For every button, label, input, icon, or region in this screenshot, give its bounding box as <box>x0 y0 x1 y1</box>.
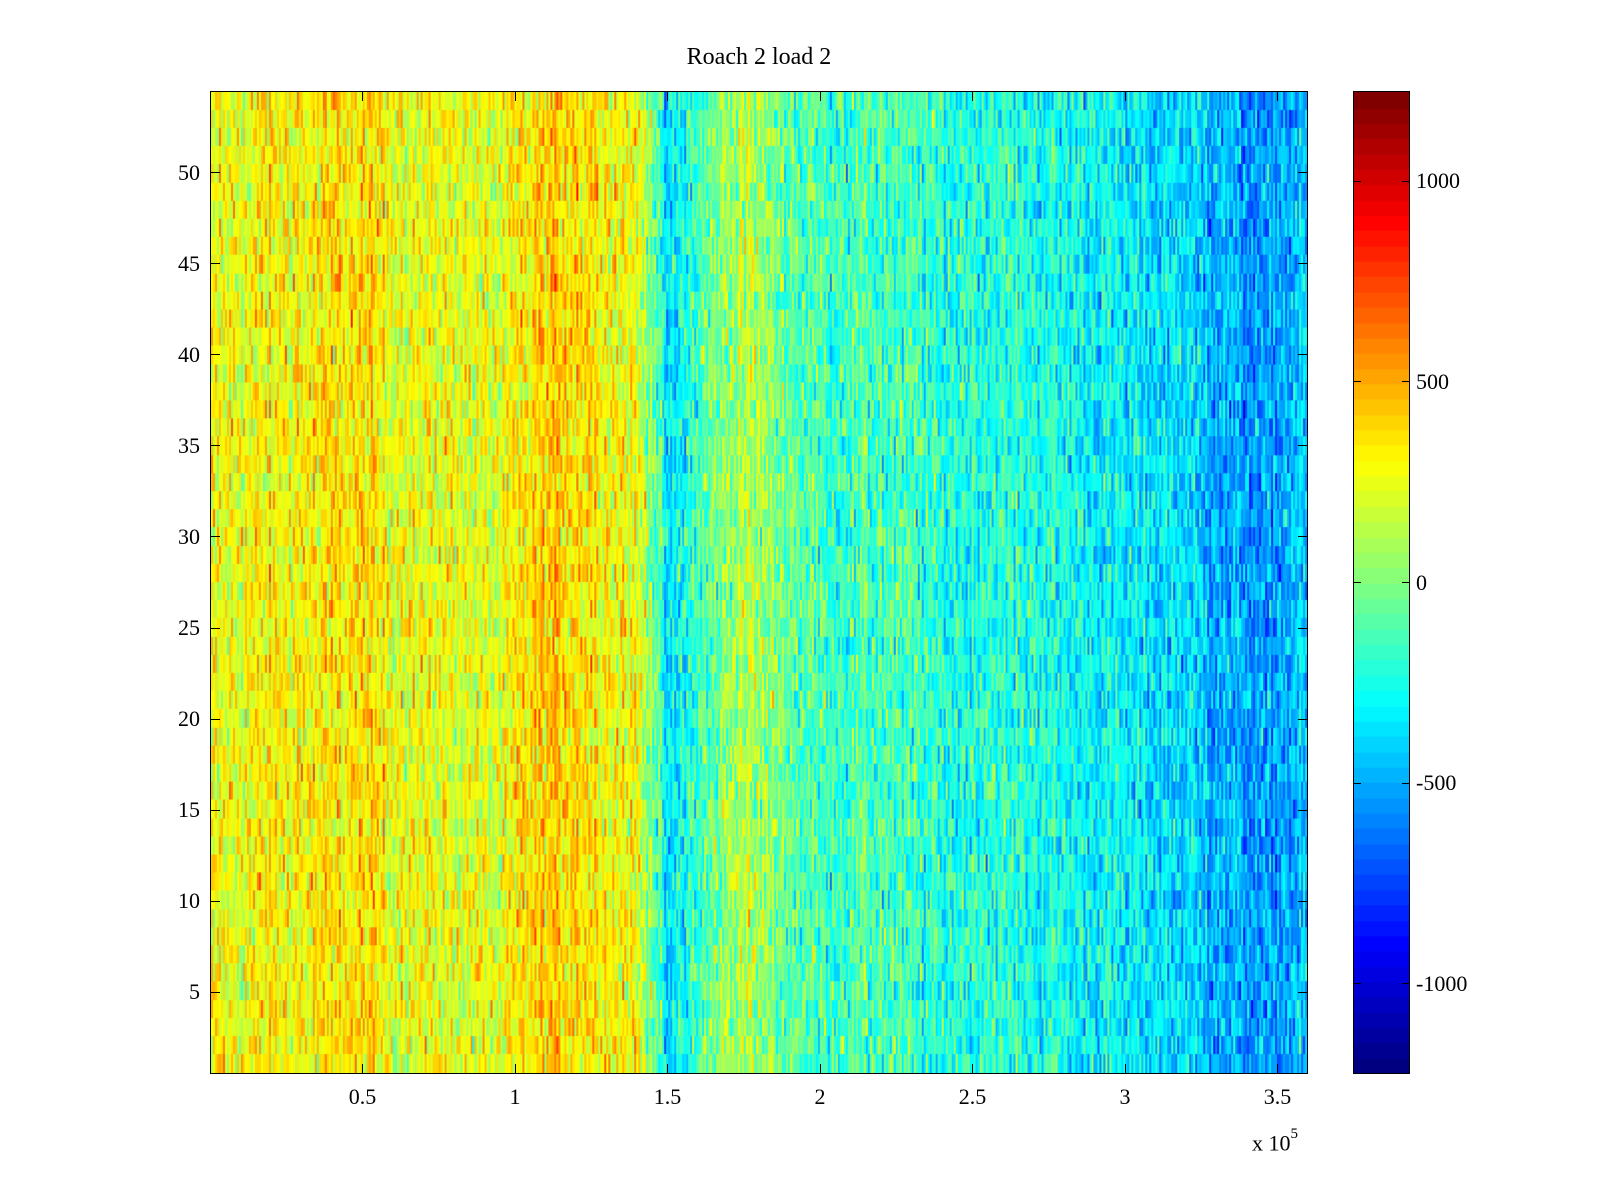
y-tick-mark <box>210 536 220 538</box>
colorbar-tick-mark <box>1402 582 1410 583</box>
x-tick-mark <box>514 1064 516 1074</box>
colorbar-tick-mark-left <box>1353 782 1361 784</box>
x-tick-mark-top <box>972 91 973 101</box>
x-multiplier-base: x 10 <box>1252 1130 1291 1156</box>
x-axis-multiplier: x 105 <box>1252 1126 1298 1156</box>
colorbar-tick-mark <box>1402 180 1410 182</box>
y-tick-mark-right <box>1298 536 1308 538</box>
y-tick-label: 15 <box>178 797 200 823</box>
heatmap-cells <box>211 92 1307 1073</box>
x-tick-mark-top <box>667 91 668 101</box>
y-tick-mark <box>210 354 220 356</box>
y-tick-mark-right <box>1298 354 1308 356</box>
x-tick-label: 0.5 <box>348 1084 377 1109</box>
x-tick-label: 2 <box>814 1084 826 1109</box>
x-tick-label: 3.5 <box>1263 1084 1292 1109</box>
x-tick-mark <box>362 1064 363 1074</box>
y-tick-mark <box>210 718 220 720</box>
x-tick-label: 2.5 <box>958 1084 987 1109</box>
x-multiplier-exponent: 5 <box>1290 1126 1299 1142</box>
y-tick-mark <box>210 809 220 811</box>
heatmap-plot-area <box>210 91 1308 1074</box>
colorbar-tick-mark <box>1402 983 1410 985</box>
x-tick-mark-top <box>1124 91 1126 101</box>
colorbar-gradient <box>1354 92 1409 1073</box>
y-tick-mark-right <box>1298 627 1308 629</box>
y-tick-mark <box>210 991 220 993</box>
y-tick-mark-right <box>1298 263 1308 265</box>
y-tick-label: 20 <box>178 706 200 732</box>
y-tick-mark-right <box>1298 991 1308 993</box>
x-tick-mark <box>1124 1064 1126 1074</box>
y-tick-mark <box>210 445 220 447</box>
colorbar-tick-label: 0 <box>1416 569 1427 595</box>
x-tick-mark <box>972 1064 973 1074</box>
y-tick-mark <box>210 900 220 902</box>
y-tick-label: 10 <box>178 888 200 914</box>
y-tick-mark-right <box>1298 172 1308 174</box>
y-tick-label: 40 <box>178 341 200 367</box>
x-tick-label: 1.5 <box>653 1084 682 1109</box>
x-tick-mark <box>1277 1064 1278 1074</box>
chart-title: Roach 2 load 2 <box>686 44 832 70</box>
x-tick-mark-top <box>819 91 821 101</box>
colorbar-tick-mark-left <box>1353 180 1361 182</box>
x-tick-mark <box>819 1064 821 1074</box>
y-tick-mark <box>210 627 220 629</box>
y-tick-mark-right <box>1298 900 1308 902</box>
x-tick-mark <box>667 1064 668 1074</box>
y-tick-mark-right <box>1298 445 1308 447</box>
x-tick-label: 1 <box>509 1084 521 1109</box>
y-tick-mark-right <box>1298 809 1308 811</box>
y-tick-label: 50 <box>178 159 200 185</box>
colorbar-tick-mark-left <box>1353 983 1361 985</box>
colorbar-tick-mark-left <box>1353 381 1361 383</box>
y-tick-label: 35 <box>178 432 200 458</box>
x-tick-label: 3 <box>1119 1084 1131 1109</box>
y-tick-label: 5 <box>189 979 200 1005</box>
y-tick-mark <box>210 263 220 265</box>
colorbar-tick-label: -1000 <box>1416 970 1468 996</box>
colorbar-tick-mark <box>1402 381 1410 383</box>
colorbar-tick-mark-left <box>1353 582 1361 583</box>
x-tick-mark-top <box>362 91 363 101</box>
colorbar-tick-mark <box>1402 782 1410 784</box>
colorbar-tick-label: -500 <box>1416 770 1457 796</box>
y-tick-label: 45 <box>178 250 200 276</box>
y-tick-mark <box>210 172 220 174</box>
y-tick-mark-right <box>1298 718 1308 720</box>
colorbar-tick-label: 1000 <box>1416 168 1460 194</box>
y-tick-label: 30 <box>178 523 200 549</box>
y-tick-label: 25 <box>178 615 200 640</box>
x-tick-mark-top <box>1277 91 1278 101</box>
x-tick-mark-top <box>514 91 516 101</box>
colorbar-tick-label: 500 <box>1416 368 1449 394</box>
